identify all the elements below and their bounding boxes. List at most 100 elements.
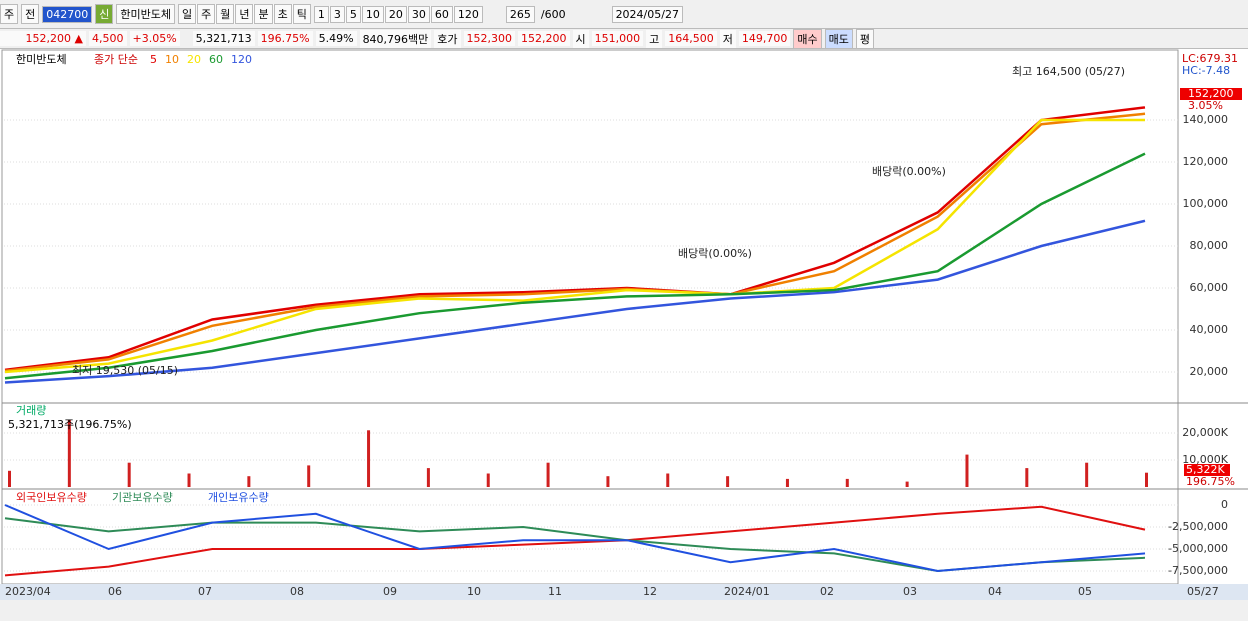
scroll-bar [0, 600, 1248, 621]
legend-item: 20 [187, 53, 201, 66]
legend-item: 5 [150, 53, 157, 66]
intervals: 1 3 5 10 20 30 60 120 [313, 5, 483, 23]
bid: 152,200 [518, 31, 570, 46]
x-tick-label: 2023/04 [5, 585, 51, 598]
x-tick-label: 10 [467, 585, 481, 598]
x-tick-label: 2024/01 [724, 585, 770, 598]
x-tick-label: 07 [198, 585, 212, 598]
period-button[interactable]: 일 [177, 4, 197, 24]
volume-bar [1025, 468, 1029, 487]
side-label: 5,322K [1186, 463, 1225, 476]
period-button[interactable]: 주 [197, 4, 216, 24]
interval-button[interactable]: 1 [313, 5, 329, 23]
x-tick-label: 06 [108, 585, 122, 598]
y-tick-label: -5,000,000 [1168, 542, 1228, 555]
volume-bar [187, 473, 191, 487]
open-label: 시 [572, 29, 589, 48]
period-button[interactable]: 틱 [292, 4, 311, 24]
volume-bar [845, 478, 849, 487]
change: 4,500 [89, 31, 127, 46]
turnover: 5.49% [315, 31, 357, 46]
interval-button[interactable]: 60 [430, 5, 453, 23]
volume-bar [726, 476, 730, 487]
volume-bar [247, 476, 251, 487]
side-label: HC:-7.48 [1182, 64, 1230, 77]
legend-item: 120 [231, 53, 252, 66]
legend-item: 기관보유수량 [112, 491, 173, 504]
price-badge [1180, 88, 1242, 100]
y-tick-label: 20,000 [1190, 365, 1229, 378]
side-label: 152,200 [1188, 87, 1234, 100]
y-tick-label: 140,000 [1183, 113, 1229, 126]
y-tick-label: 0 [1221, 498, 1228, 511]
volume-bar [666, 473, 670, 487]
annotation: 최저 19,530 (05/15) [72, 364, 178, 377]
code[interactable]: 042700 [42, 5, 93, 23]
interval-button[interactable]: 5 [345, 5, 361, 23]
volume-badge [1184, 464, 1230, 476]
y-tick-label: 120,000 [1183, 155, 1229, 168]
annotation: 최고 164,500 (05/27) [1012, 65, 1125, 78]
volume-bar [965, 454, 969, 487]
buy-button[interactable]: 매수 [793, 28, 822, 49]
rate: +3.05% [129, 31, 180, 46]
y-tick-label: -2,500,000 [1168, 520, 1228, 533]
y-tick-label: 80,000 [1190, 239, 1229, 252]
volume-bar [8, 470, 11, 487]
interval-button[interactable]: 10 [361, 5, 384, 23]
annotation: 배당락(0.00%) [872, 165, 946, 178]
low-label: 저 [719, 29, 736, 48]
legend-item: 60 [209, 53, 223, 66]
volume-bar [127, 462, 131, 487]
market[interactable]: 주 [0, 4, 19, 24]
amount: 840,796백만 [359, 29, 432, 48]
y-tick-label: 100,000 [1183, 197, 1229, 210]
volume-bar [785, 478, 789, 487]
x-tick-label: 04 [988, 585, 1002, 598]
series-line [4, 118, 1145, 374]
x-tick-label: 08 [290, 585, 304, 598]
avg-button[interactable]: 평 [855, 28, 875, 49]
price: 152,200 ▲ [0, 31, 86, 46]
period-button[interactable]: 분 [254, 4, 273, 24]
stock-name: 한미반도체 [116, 4, 175, 24]
date[interactable]: 2024/05/27 [611, 5, 683, 23]
x-tick-label: 05/27 [1187, 585, 1219, 598]
volume-bar [1085, 462, 1089, 487]
legend-item: 10 [165, 53, 179, 66]
series-line [4, 112, 1146, 373]
interval-button[interactable]: 20 [384, 5, 407, 23]
volume-bar [546, 462, 550, 487]
y-tick-label: -7,500,000 [1168, 564, 1228, 577]
x-tick-label: 11 [548, 585, 562, 598]
open: 151,000 [591, 31, 644, 46]
interval-button[interactable]: 120 [453, 5, 483, 23]
y-tick-label: 60,000 [1190, 281, 1229, 294]
series-line [4, 219, 1146, 384]
y-tick-label: 20,000K [1182, 426, 1228, 439]
series-line [4, 152, 1146, 380]
prev[interactable]: 전 [21, 4, 40, 24]
panel-subtitle: 5,321,713주(196.75%) [8, 418, 132, 431]
legend-item: 개인보유수량 [208, 491, 269, 504]
interval-button[interactable]: 3 [329, 5, 345, 23]
high-label: 고 [646, 29, 663, 48]
side-label: 196.75% [1186, 475, 1235, 488]
quote-label: 호가 [434, 29, 461, 48]
interval-button[interactable]: 30 [407, 5, 430, 23]
sell-button[interactable]: 매도 [824, 28, 853, 49]
ask: 152,300 [463, 31, 516, 46]
legend-label: 종가 단순 [94, 53, 138, 66]
count[interactable]: 265 [505, 5, 535, 23]
series-line [4, 517, 1146, 573]
volume-bar [367, 430, 371, 487]
period-button[interactable]: 초 [273, 4, 292, 24]
period-button[interactable]: 년 [235, 4, 254, 24]
volume-bar [486, 473, 490, 487]
annotation: 배당락(0.00%) [678, 247, 752, 260]
period-button[interactable]: 월 [216, 4, 235, 24]
series-line [4, 106, 1146, 372]
volume-bar [905, 481, 909, 487]
volume-bar [426, 468, 430, 487]
